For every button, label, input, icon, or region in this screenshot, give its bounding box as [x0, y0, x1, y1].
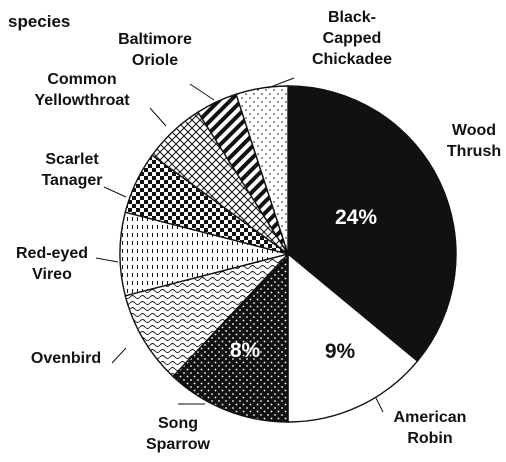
- slice-percent-label: 24%: [335, 206, 377, 229]
- leader-line: [267, 77, 295, 89]
- chart-title: species: [8, 12, 70, 31]
- slice-percent-label: 8%: [230, 339, 261, 362]
- leader-line: [103, 186, 127, 198]
- slice-labels: Wood Thrush American Robin Song Sparrow Ovenbi…: [16, 9, 501, 453]
- leader-line: [95, 257, 119, 263]
- slice-percent-labels: 24% 9% 8%: [230, 206, 378, 363]
- pie-slice-song-sparrow: [172, 252, 289, 423]
- leader-line: [149, 107, 167, 127]
- slice-label: Ovenbird: [31, 350, 101, 367]
- slice-label: Common Yellowthroat: [34, 71, 130, 109]
- slice-label: Scarlet Tanager: [41, 151, 102, 189]
- slice-percent-label: 9%: [325, 340, 356, 363]
- slice-label: American Robin: [394, 409, 467, 447]
- slice-label: Song Sparrow: [146, 415, 211, 453]
- leader-line: [111, 347, 127, 364]
- slice-label: Wood Thrush: [447, 122, 501, 160]
- leader-line: [375, 397, 384, 413]
- pie-slice-black-capped-chickadee: [235, 85, 289, 255]
- slice-label: Red-eyed Vireo: [16, 245, 88, 283]
- pie-slice-american-robin: [287, 252, 419, 423]
- pie-slices: [119, 85, 457, 423]
- slice-label: Black-Capped Chickadee: [312, 9, 392, 68]
- pie-slice-wood-thrush: [287, 85, 457, 363]
- label-leaders: [95, 77, 384, 413]
- leader-line: [189, 83, 215, 101]
- pie-slice-ovenbird: [124, 252, 291, 378]
- slice-label: Baltimore Oriole: [118, 31, 192, 69]
